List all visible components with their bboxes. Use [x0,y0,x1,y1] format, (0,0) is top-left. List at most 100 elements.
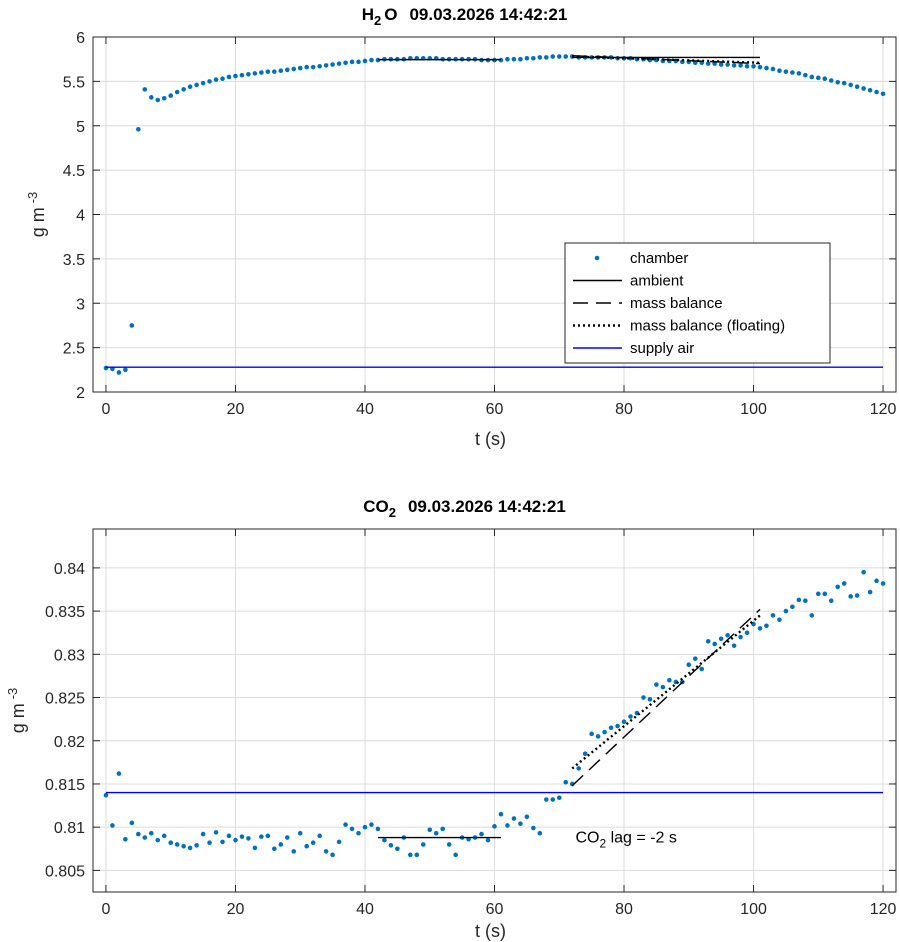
chamber-point [556,795,562,801]
chamber-point [356,830,361,836]
chamber-point [518,821,523,827]
chamber-point [550,54,556,59]
chamber-point [757,64,763,70]
chamber-point [738,63,743,68]
chamber-point [304,843,310,849]
chamber-point [854,593,860,598]
chamber-point [492,824,497,829]
y-label-base: g m [28,207,48,237]
chamber-point [867,87,873,93]
y-axis-label: g m -3 [5,688,28,734]
chamber-point [796,597,802,603]
y-tick-label: 2.5 [63,341,85,358]
chamber-point [330,852,335,858]
chamber-point [705,639,711,644]
chamber-point [194,82,199,88]
chamber-point [485,837,491,843]
chamber-point [252,845,258,851]
chamber-point [207,840,212,846]
y-tick-label: 5 [76,119,85,136]
chamber-point [427,827,433,833]
chamber-point [226,833,232,839]
chamber-point [854,84,860,89]
legend-label: chamber [630,250,688,267]
chamber-point [265,69,271,74]
chamber-point [142,835,148,840]
chamber-point [537,55,543,60]
chamber-point [272,846,277,852]
chamber-point [284,835,290,840]
legend: chamber ambient mass balance mass balance (… [564,242,831,364]
title-species: CO [363,497,389,516]
y-axis-label: g m -3 [25,192,48,238]
chamber-point [576,766,581,771]
y-tick-label: 0.815 [45,777,85,794]
chamber-point [861,86,866,91]
chamber-point [291,849,297,854]
chamber-point [835,584,841,590]
x-axis-label: t (s) [475,429,506,449]
x-tick-label: 20 [227,401,245,418]
chamber-point [155,837,161,843]
chamber-point [369,822,374,827]
chamber-point [828,78,834,83]
chamber-point [252,71,258,76]
y-tick-label: 0.81 [54,820,85,837]
chamber-point [136,127,141,132]
chamber-point [524,814,530,820]
chamber-point [310,840,316,846]
legend-label: mass balance [630,295,723,312]
chamber-point [278,68,284,74]
chamber-point [336,839,342,845]
title-timestamp: 09.03.2026 14:42:21 [408,497,566,516]
legend-label: supply air [630,340,694,357]
x-tick-label: 80 [615,401,633,418]
chamber-point [531,825,536,831]
chamber-point [291,66,297,72]
chamber-point [356,59,361,65]
x-tick-label: 40 [356,901,374,918]
chamber-point [207,79,212,84]
chamber-point [511,56,517,62]
y-tick-label: 3 [76,296,85,313]
chamber-point [518,56,523,62]
chart-title: H2 O 09.03.2026 14:42:21 [362,5,568,28]
chamber-point [220,839,225,845]
chamber-point [362,58,368,64]
chamber-point [841,581,847,586]
chamber-point [796,71,802,76]
chart-panel-1: 0 20 40 60 80 100 120 0.805 0.81 0.815 0.82 0.825 0.… [5,497,897,941]
chamber-point [265,833,271,839]
chamber-point [770,613,776,618]
title-subscript: 2 [374,13,381,28]
chamber-point [181,87,186,92]
legend-label: ambient [630,273,684,290]
chamber-point [848,82,853,88]
chamber-point [828,598,834,604]
chamber-point [161,95,167,101]
chamber-point [181,843,186,849]
chamber-point [783,608,789,614]
chamber-point [161,833,167,839]
chamber-point [731,643,737,648]
y-tick-label: 2 [76,385,85,402]
chamber-point [420,842,426,847]
chamber-point [330,62,335,67]
chamber-point [148,830,154,836]
chamber-point [815,75,821,81]
chamber-point [738,634,743,640]
y-tick-label: 0.83 [54,647,85,664]
chamber-point [142,87,148,92]
chamber-point [187,84,193,89]
chamber-point [777,617,782,623]
chamber-point [725,62,730,67]
chamber-point [123,367,128,373]
chamber-point [479,831,484,837]
chamber-point [544,797,549,802]
chamber-point [803,598,808,604]
x-tick-label: 100 [740,401,767,418]
y-label-exponent: -3 [5,688,20,700]
chamber-point [408,852,413,858]
mass-balance-floating-line [571,614,761,770]
